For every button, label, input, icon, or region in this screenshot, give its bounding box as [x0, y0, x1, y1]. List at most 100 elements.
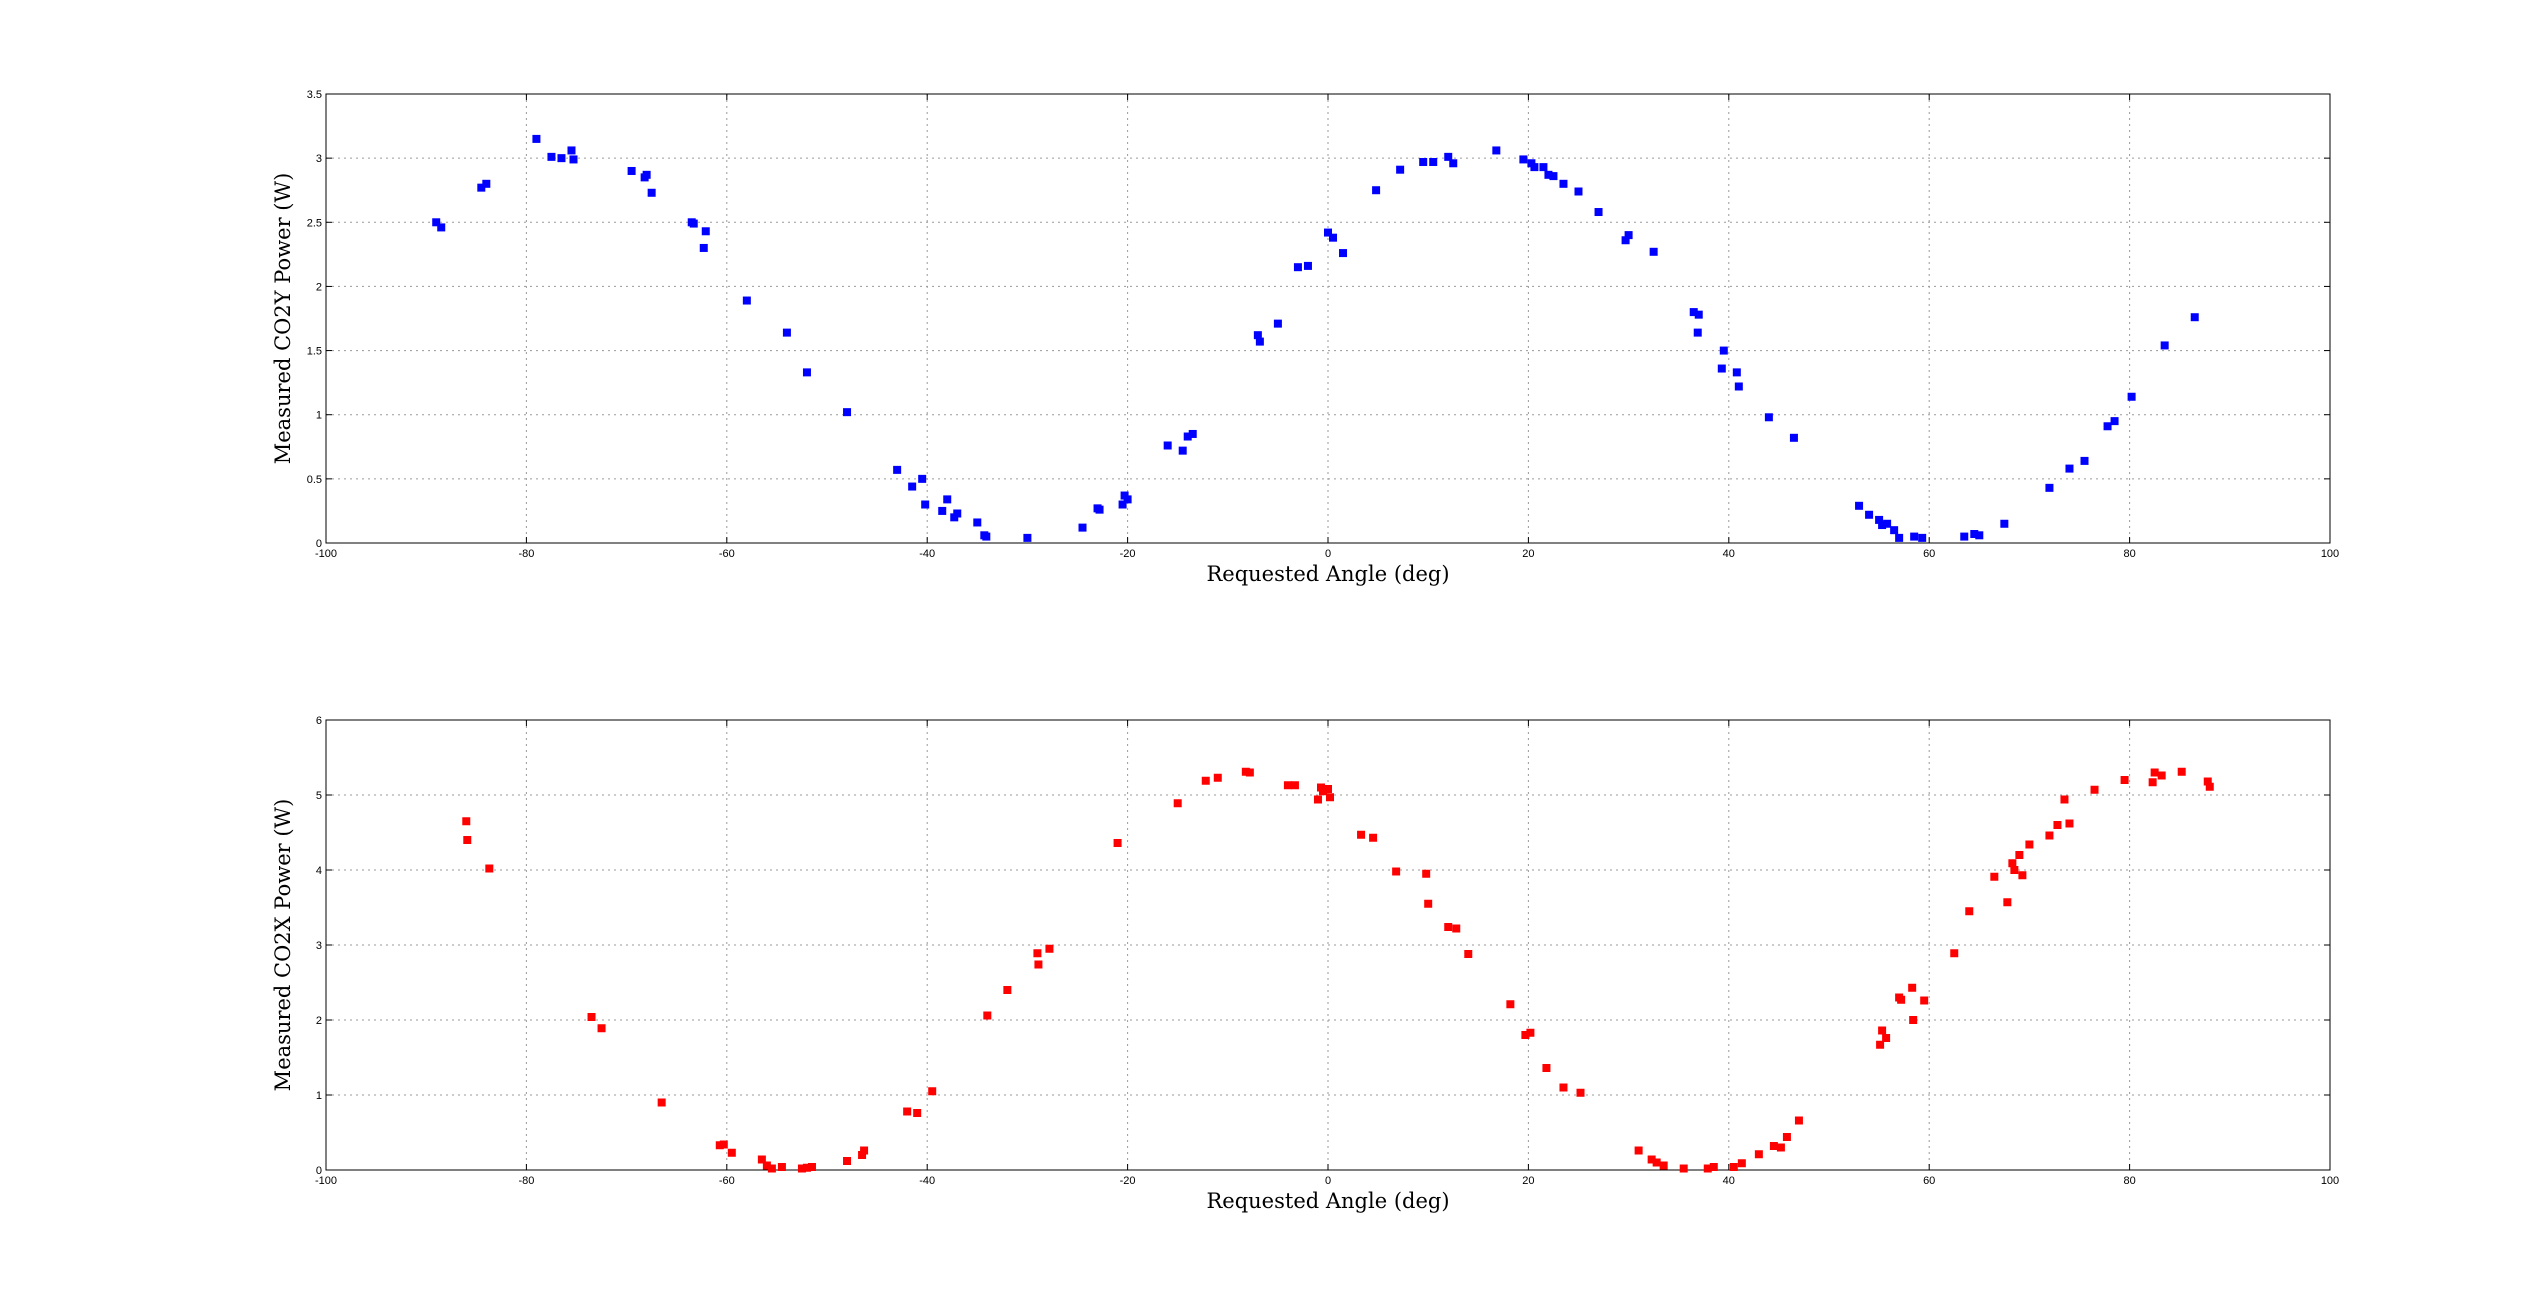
- data-point: [762, 1161, 771, 1170]
- data-point: [1990, 872, 1999, 881]
- data-point: [2148, 778, 2157, 787]
- data-point: [1113, 839, 1122, 847]
- data-point: [843, 408, 852, 417]
- data-point: [1729, 1163, 1738, 1171]
- data-point: [903, 1107, 912, 1116]
- data-point: [1201, 776, 1210, 785]
- x-tick-label: 40: [1723, 1175, 1735, 1187]
- y-axis-label: Measured CO2Y Power (W): [271, 173, 295, 465]
- data-point: [463, 836, 472, 844]
- x-axis-label: Requested Angle (deg): [1206, 1189, 1449, 1213]
- y-tick-label: 1.5: [307, 346, 322, 358]
- data-point: [715, 1141, 724, 1150]
- data-point: [2205, 782, 2214, 791]
- data-point: [1357, 830, 1366, 839]
- y-tick-label: 2: [316, 281, 322, 293]
- data-point: [2015, 851, 2024, 859]
- data-point: [1293, 263, 1302, 272]
- data-point: [2065, 819, 2074, 828]
- data-point: [1890, 526, 1899, 535]
- data-point: [1544, 170, 1553, 179]
- data-point: [1034, 960, 1043, 969]
- y-tick-label: 6: [316, 715, 322, 727]
- data-point: [1950, 949, 1959, 958]
- data-point: [2010, 866, 2019, 874]
- data-point: [1709, 1163, 1718, 1171]
- data-point: [1339, 249, 1348, 258]
- data-point: [2000, 519, 2009, 528]
- y-tick-label: 3: [316, 153, 322, 165]
- x-tick-label: -60: [719, 548, 735, 560]
- y-tick-label: 0: [316, 538, 322, 550]
- data-point: [1521, 1031, 1530, 1039]
- data-point: [2045, 483, 2054, 492]
- data-point: [657, 1098, 666, 1107]
- data-point: [2018, 871, 2027, 880]
- x-tick-label: 60: [1923, 548, 1935, 560]
- data-point: [1789, 433, 1798, 442]
- data-point: [1909, 1016, 1918, 1024]
- data-point: [1506, 1000, 1515, 1009]
- data-point: [1865, 510, 1874, 519]
- data-point: [908, 482, 917, 491]
- data-point: [1576, 1088, 1585, 1097]
- data-point: [727, 1148, 736, 1157]
- data-point: [1118, 500, 1127, 509]
- data-point: [462, 817, 471, 826]
- data-point: [1492, 146, 1501, 155]
- data-point: [1895, 533, 1904, 542]
- data-point: [1920, 996, 1929, 1005]
- x-tick-label: 0: [1325, 548, 1331, 560]
- data-point: [943, 495, 952, 504]
- data-point: [1794, 1116, 1803, 1125]
- data-point: [1283, 781, 1292, 790]
- data-point: [1396, 165, 1405, 174]
- data-point: [2110, 417, 2119, 426]
- x-tick-label: -60: [719, 1175, 735, 1187]
- data-point: [1539, 163, 1548, 172]
- data-point: [1878, 521, 1887, 530]
- y-tick-label: 2: [316, 1015, 322, 1027]
- data-point: [1754, 1150, 1763, 1159]
- data-point: [699, 243, 708, 252]
- data-point: [913, 1109, 922, 1117]
- data-point: [1419, 157, 1428, 166]
- data-point: [1178, 446, 1187, 455]
- data-point: [1875, 515, 1884, 524]
- data-point: [1023, 533, 1032, 542]
- y-tick-label: 2.5: [307, 217, 322, 229]
- data-point: [1542, 1064, 1551, 1072]
- data-point: [928, 1087, 937, 1096]
- data-point: [1782, 1133, 1791, 1141]
- data-point: [2160, 341, 2169, 350]
- data-point: [1659, 1161, 1668, 1170]
- data-point: [1003, 986, 1012, 994]
- data-point: [1878, 1026, 1887, 1035]
- x-tick-label: -40: [919, 1175, 935, 1187]
- data-point: [1241, 767, 1250, 776]
- data-point: [1897, 995, 1906, 1004]
- data-point: [2008, 859, 2017, 868]
- data-point: [1634, 1146, 1643, 1155]
- data-point: [1324, 785, 1332, 793]
- x-tick-label: 20: [1522, 548, 1534, 560]
- data-point: [1429, 157, 1438, 166]
- x-tick-label: -80: [518, 1175, 534, 1187]
- data-point: [482, 179, 491, 188]
- data-point: [1324, 228, 1332, 237]
- x-axis-label: Requested Angle (deg): [1206, 562, 1449, 586]
- data-point: [567, 146, 576, 155]
- data-point: [1908, 983, 1917, 992]
- data-point: [569, 155, 578, 164]
- x-tick-label: 20: [1522, 1175, 1534, 1187]
- data-point: [1188, 429, 1197, 438]
- data-point: [689, 219, 698, 228]
- data-point: [1693, 328, 1702, 337]
- y-tick-label: 1: [316, 410, 322, 422]
- data-point: [2150, 768, 2159, 777]
- data-point: [532, 134, 541, 143]
- x-tick-label: 100: [2321, 548, 2339, 560]
- data-point: [757, 1155, 766, 1164]
- data-point: [1526, 1028, 1535, 1037]
- data-point: [1273, 319, 1282, 328]
